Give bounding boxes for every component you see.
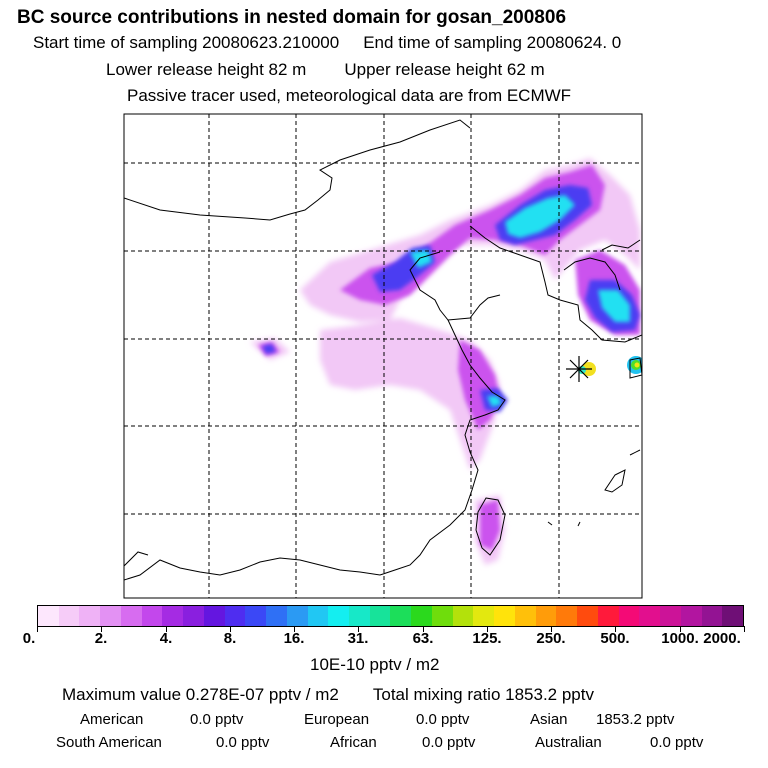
- colorbar-swatch: [452, 606, 474, 626]
- tracer-note: Passive tracer used, meteorological data…: [127, 86, 572, 105]
- colorbar-tick: [680, 626, 681, 632]
- colorbar-swatch: [141, 606, 163, 626]
- plot-title: BC source contributions in nested domain…: [17, 7, 567, 28]
- colorbar-tick: [487, 626, 488, 632]
- colorbar-swatch: [473, 606, 495, 626]
- colorbar-swatch: [203, 606, 225, 626]
- colorbar-tick-label: 2000.: [703, 630, 741, 647]
- release-heights: Lower release height 82 m Upper release h…: [106, 60, 545, 80]
- colorbar-tick: [230, 626, 231, 632]
- colorbar-swatch: [411, 606, 432, 626]
- colorbar-swatch: [680, 606, 702, 626]
- colorbar-tick: [166, 626, 167, 632]
- colorbar-swatch: [58, 606, 80, 626]
- end-time-label: End time of sampling 20080624. 0: [363, 33, 622, 52]
- region-european-value: 0.0 pptv: [416, 711, 470, 728]
- coastlines: [124, 119, 642, 581]
- lower-release-label: Lower release height 82 m: [106, 60, 307, 79]
- region-south-american-value: 0.0 pptv: [216, 734, 270, 751]
- colorbar-swatch: [556, 606, 578, 626]
- start-time-label: Start time of sampling 20080623.210000: [33, 33, 340, 52]
- colorbar-tick: [423, 626, 424, 632]
- upper-release-label: Upper release height 62 m: [344, 60, 545, 79]
- colorbar: [37, 605, 744, 627]
- colorbar-swatch: [100, 606, 121, 626]
- graticule: [124, 114, 642, 598]
- colorbar-swatch: [722, 606, 743, 626]
- colorbar-swatch: [266, 606, 287, 626]
- colorbar-swatch: [38, 606, 59, 626]
- colorbar-swatch: [328, 606, 350, 626]
- colorbar-swatch: [120, 606, 142, 626]
- max-value-label: Maximum value 0.278E-07 pptv / m2: [62, 685, 339, 704]
- region-african-name: African: [330, 734, 377, 751]
- colorbar-swatch: [618, 606, 640, 626]
- colorbar-tick-label: 125.: [472, 630, 502, 647]
- colorbar-tick-label: 250.: [536, 630, 566, 647]
- colorbar-swatch: [701, 606, 723, 626]
- colorbar-swatch: [535, 606, 557, 626]
- colorbar-swatch: [245, 606, 267, 626]
- colorbar-swatch: [660, 606, 681, 626]
- colorbar-tick-label: 0.: [22, 630, 36, 647]
- sampling-times: Start time of sampling 20080623.210000 En…: [33, 33, 621, 53]
- colorbar-swatch: [431, 606, 453, 626]
- total-mixing-label: Total mixing ratio 1853.2 pptv: [372, 685, 594, 704]
- region-american-value: 0.0 pptv: [190, 711, 244, 728]
- colorbar-tick: [615, 626, 616, 632]
- colorbar-swatch: [79, 606, 101, 626]
- map-frame: [123, 113, 643, 599]
- colorbar-swatch: [349, 606, 370, 626]
- region-asian-value: 1853.2 pptv: [596, 711, 675, 728]
- region-european-name: European: [304, 711, 370, 728]
- receptor-marker-icon: [566, 356, 592, 382]
- colorbar-swatch: [286, 606, 308, 626]
- summary-line: Maximum value 0.278E-07 pptv / m2 Total m…: [62, 685, 594, 705]
- colorbar-tick-label: 8.: [223, 630, 237, 647]
- colorbar-swatch: [162, 606, 184, 626]
- colorbar-swatch: [390, 606, 412, 626]
- colorbar-swatch: [183, 606, 204, 626]
- colorbar-tick-label: 4.: [159, 630, 173, 647]
- colorbar-tick-label: 2.: [94, 630, 108, 647]
- colorbar-tick: [358, 626, 359, 632]
- colorbar-swatch: [577, 606, 598, 626]
- colorbar-swatch: [369, 606, 391, 626]
- colorbar-tick: [744, 626, 745, 632]
- colorbar-tick-label: 500.: [600, 630, 630, 647]
- region-south-american-name: South American: [56, 734, 162, 751]
- colorbar-tick-label: 1000.: [661, 630, 699, 647]
- colorbar-tick-label: 16.: [283, 630, 305, 647]
- colorbar-tick-label: 31.: [347, 630, 369, 647]
- colorbar-swatch: [307, 606, 329, 626]
- colorbar-swatch: [639, 606, 661, 626]
- colorbar-units: 10E-10 pptv / m2: [310, 655, 440, 674]
- colorbar-tick: [294, 626, 295, 632]
- region-african-value: 0.0 pptv: [422, 734, 476, 751]
- region-asian-name: Asian: [530, 711, 568, 728]
- colorbar-tick-label: 63.: [412, 630, 434, 647]
- colorbar-tick: [101, 626, 102, 632]
- colorbar-tick: [37, 626, 38, 632]
- concentration-field: [250, 158, 642, 565]
- colorbar-swatch: [597, 606, 619, 626]
- colorbar-swatch: [224, 606, 246, 626]
- colorbar-swatch: [514, 606, 536, 626]
- colorbar-swatch: [494, 606, 515, 626]
- region-australian-name: Australian: [535, 734, 602, 751]
- map-panel: [123, 113, 643, 599]
- region-australian-value: 0.0 pptv: [650, 734, 704, 751]
- region-american-name: American: [80, 711, 144, 728]
- colorbar-tick: [551, 626, 552, 632]
